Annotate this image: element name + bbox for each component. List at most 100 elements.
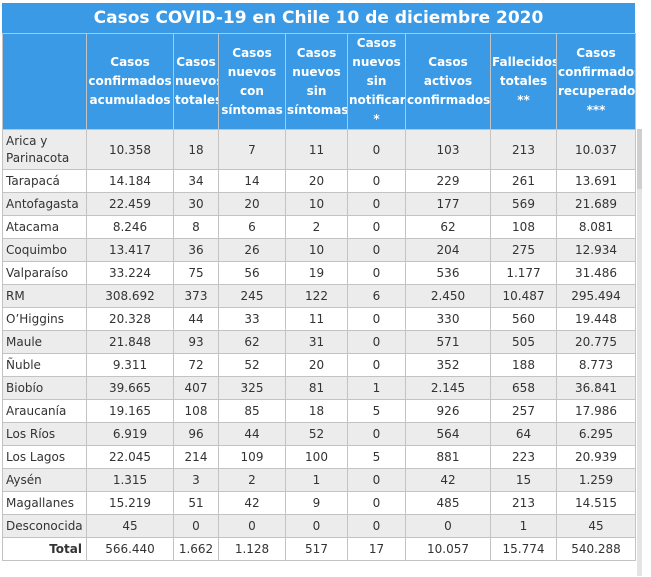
value-cell: 33.224 xyxy=(86,261,174,285)
value-cell: 93 xyxy=(173,330,219,354)
value-cell: 1 xyxy=(490,514,557,538)
region-cell: Desconocida xyxy=(2,514,87,538)
value-cell: 21.848 xyxy=(86,330,174,354)
table-row: Biobío 39.665 407 325 81 1 2.145 658 36.841 xyxy=(2,376,636,400)
value-cell: 0 xyxy=(347,514,406,538)
region-cell: RM xyxy=(2,284,87,308)
value-cell: 0 xyxy=(347,468,406,492)
value-cell: 17.986 xyxy=(556,399,636,423)
value-cell: 0 xyxy=(347,307,406,331)
total-value-cell: 540.288 xyxy=(556,537,636,561)
value-cell: 257 xyxy=(490,399,557,423)
value-cell: 0 xyxy=(405,514,491,538)
value-cell: 122 xyxy=(285,284,348,308)
value-cell: 881 xyxy=(405,445,491,469)
value-cell: 0 xyxy=(347,192,406,216)
value-cell: 20 xyxy=(218,192,286,216)
value-cell: 8 xyxy=(173,215,219,239)
value-cell: 42 xyxy=(218,491,286,515)
value-cell: 44 xyxy=(173,307,219,331)
value-cell: 108 xyxy=(173,399,219,423)
value-cell: 62 xyxy=(405,215,491,239)
value-cell: 8.246 xyxy=(86,215,174,239)
header-new-asymptomatic: Casos nuevos sin síntomas xyxy=(285,33,348,130)
value-cell: 1 xyxy=(285,468,348,492)
value-cell: 10.358 xyxy=(86,129,174,170)
header-active-confirmed: Casos activos confirmados xyxy=(405,33,491,130)
value-cell: 42 xyxy=(405,468,491,492)
value-cell: 6 xyxy=(347,284,406,308)
total-value-cell: 15.774 xyxy=(490,537,557,561)
value-cell: 10 xyxy=(285,238,348,262)
header-region xyxy=(2,33,87,130)
value-cell: 0 xyxy=(218,514,286,538)
table-row: Maule 21.848 93 62 31 0 571 505 20.775 xyxy=(2,330,636,354)
value-cell: 0 xyxy=(347,238,406,262)
region-cell: Atacama xyxy=(2,215,87,239)
table-row: Tarapacá 14.184 34 14 20 0 229 261 13.691 xyxy=(2,169,636,193)
value-cell: 223 xyxy=(490,445,557,469)
header-new-unreported: Casos nuevos sin notificar * xyxy=(347,33,406,130)
value-cell: 72 xyxy=(173,353,219,377)
region-cell: Valparaíso xyxy=(2,261,87,285)
scrollbar[interactable] xyxy=(637,129,642,576)
value-cell: 5 xyxy=(347,445,406,469)
value-cell: 103 xyxy=(405,129,491,170)
region-cell: Araucanía xyxy=(2,399,87,423)
value-cell: 0 xyxy=(347,353,406,377)
value-cell: 2 xyxy=(285,215,348,239)
total-value-cell: 517 xyxy=(285,537,348,561)
value-cell: 13.691 xyxy=(556,169,636,193)
value-cell: 12.934 xyxy=(556,238,636,262)
value-cell: 52 xyxy=(285,422,348,446)
value-cell: 64 xyxy=(490,422,557,446)
value-cell: 36.841 xyxy=(556,376,636,400)
value-cell: 213 xyxy=(490,491,557,515)
value-cell: 15 xyxy=(490,468,557,492)
table-row: Atacama 8.246 8 6 2 0 62 108 8.081 xyxy=(2,215,636,239)
value-cell: 39.665 xyxy=(86,376,174,400)
value-cell: 20 xyxy=(285,169,348,193)
value-cell: 1 xyxy=(347,376,406,400)
total-value-cell: 10.057 xyxy=(405,537,491,561)
table-row: Valparaíso 33.224 75 56 19 0 536 1.177 31.486 xyxy=(2,261,636,285)
region-cell: Ñuble xyxy=(2,353,87,377)
value-cell: 11 xyxy=(285,307,348,331)
header-deaths-total: Fallecidos totales ** xyxy=(490,33,557,130)
value-cell: 31 xyxy=(285,330,348,354)
value-cell: 19 xyxy=(285,261,348,285)
value-cell: 0 xyxy=(347,422,406,446)
value-cell: 22.459 xyxy=(86,192,174,216)
value-cell: 20.328 xyxy=(86,307,174,331)
value-cell: 51 xyxy=(173,491,219,515)
value-cell: 14.184 xyxy=(86,169,174,193)
region-cell: Coquimbo xyxy=(2,238,87,262)
header-confirmed-cumulative: Casos confirmados acumulados xyxy=(86,33,174,130)
total-row: Total 566.440 1.662 1.128 517 17 10.057 15.774 5… xyxy=(2,537,636,561)
table-row: Araucanía 19.165 108 85 18 5 926 257 17.986 xyxy=(2,399,636,423)
table-row: Magallanes 15.219 51 42 9 0 485 213 14.515 xyxy=(2,491,636,515)
scrollbar-thumb[interactable] xyxy=(637,129,642,189)
value-cell: 6.919 xyxy=(86,422,174,446)
value-cell: 14 xyxy=(218,169,286,193)
region-cell: Antofagasta xyxy=(2,192,87,216)
value-cell: 5 xyxy=(347,399,406,423)
value-cell: 308.692 xyxy=(86,284,174,308)
value-cell: 45 xyxy=(556,514,636,538)
value-cell: 14.515 xyxy=(556,491,636,515)
value-cell: 18 xyxy=(173,129,219,170)
table-row: RM 308.692 373 245 122 6 2.450 10.487 295.494 xyxy=(2,284,636,308)
value-cell: 213 xyxy=(490,129,557,170)
value-cell: 20 xyxy=(285,353,348,377)
value-cell: 261 xyxy=(490,169,557,193)
value-cell: 36 xyxy=(173,238,219,262)
value-cell: 1.259 xyxy=(556,468,636,492)
value-cell: 214 xyxy=(173,445,219,469)
value-cell: 22.045 xyxy=(86,445,174,469)
value-cell: 26 xyxy=(218,238,286,262)
value-cell: 20.775 xyxy=(556,330,636,354)
table-row: Coquimbo 13.417 36 26 10 0 204 275 12.934 xyxy=(2,238,636,262)
value-cell: 229 xyxy=(405,169,491,193)
value-cell: 658 xyxy=(490,376,557,400)
region-cell: Arica y Parinacota xyxy=(2,129,87,170)
